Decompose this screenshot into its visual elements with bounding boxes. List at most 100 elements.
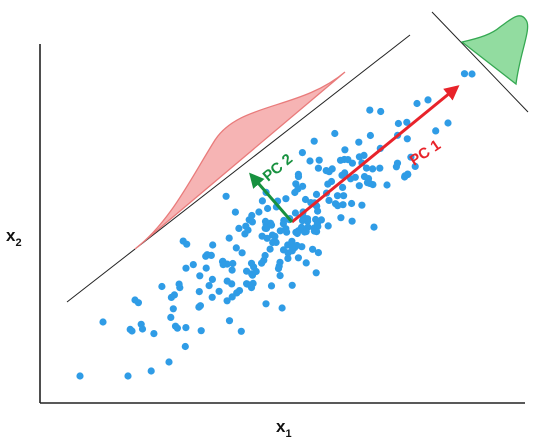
scatter-point xyxy=(263,234,271,242)
scatter-point xyxy=(247,259,256,267)
scatter-point xyxy=(348,159,356,167)
scatter-point xyxy=(324,222,332,230)
scatter-point xyxy=(370,223,378,231)
scatter-point xyxy=(366,131,374,140)
scatter-point xyxy=(248,211,256,220)
scatter-point xyxy=(267,282,276,290)
scatter-point xyxy=(348,217,356,225)
scatter-point xyxy=(252,267,260,276)
pc2-density-curve xyxy=(460,15,529,86)
scatter-point xyxy=(258,259,266,267)
scatter-point xyxy=(298,149,306,157)
scatter-point xyxy=(223,277,231,285)
scatter-point xyxy=(147,367,155,375)
scatter-point xyxy=(225,234,233,242)
scatter-point xyxy=(377,107,385,116)
scatter-point xyxy=(339,201,347,209)
scatter-point xyxy=(165,358,173,366)
scatter-point xyxy=(182,324,190,332)
scatter-point xyxy=(282,195,290,203)
scatter-point xyxy=(288,281,296,289)
scatter-point xyxy=(369,165,377,173)
scatter-point xyxy=(262,300,270,308)
scatter-point xyxy=(309,245,317,253)
scatter-point xyxy=(179,237,187,245)
scatter-point xyxy=(355,182,363,190)
scatter-point xyxy=(444,119,452,127)
scatter-point xyxy=(394,119,402,128)
scatter-point xyxy=(137,320,145,328)
scatter-point xyxy=(314,249,322,257)
scatter-point xyxy=(266,245,274,253)
scatter-point xyxy=(294,173,303,181)
scatter-point xyxy=(358,201,366,209)
scatter-point xyxy=(76,372,84,380)
scatter-point xyxy=(272,238,280,246)
scatter-point xyxy=(274,265,283,273)
scatter-point xyxy=(255,208,263,216)
scatter-point xyxy=(248,218,256,226)
scatter-point xyxy=(182,264,190,272)
scatter-point xyxy=(158,282,166,291)
scatter-point xyxy=(219,261,227,269)
scatter-point xyxy=(383,181,391,189)
scatter-point xyxy=(315,156,323,164)
scatter-point xyxy=(262,224,270,232)
scatter-point xyxy=(310,227,318,235)
scatter-point xyxy=(302,228,310,236)
scatter-point xyxy=(407,153,415,161)
scatter-point xyxy=(291,209,299,217)
scatter-point xyxy=(324,180,332,188)
pc2-label: PC 2 xyxy=(260,151,296,185)
scatter-point xyxy=(271,232,279,240)
scatter-point xyxy=(339,183,347,191)
scatter-point xyxy=(169,305,177,313)
scatter-point xyxy=(413,99,421,108)
pc1-label: PC 1 xyxy=(407,137,444,170)
scatter-point xyxy=(401,173,409,181)
scatter-point xyxy=(243,267,251,275)
scatter-point xyxy=(288,243,296,251)
x-axis-label: x1 xyxy=(276,417,292,440)
scatter-point xyxy=(312,269,320,277)
scatter-point xyxy=(312,190,321,198)
scatter-point xyxy=(284,249,292,257)
scatter-point xyxy=(337,214,345,222)
scatter-point xyxy=(363,179,372,187)
scatter-point xyxy=(173,324,181,332)
scatter-point xyxy=(215,287,223,295)
scatter-point xyxy=(306,157,314,165)
scatter-point xyxy=(231,208,239,216)
scatter-point xyxy=(203,251,211,259)
scatter-point xyxy=(238,249,246,257)
scatter-point xyxy=(150,330,158,338)
scatter-point xyxy=(460,70,469,78)
scatter-point xyxy=(276,227,284,235)
scatter-point xyxy=(244,226,252,234)
scatter-point xyxy=(341,169,349,177)
scatter-point xyxy=(205,282,213,290)
scatter-point xyxy=(196,302,204,310)
svg-text:x2: x2 xyxy=(6,226,22,249)
scatter-point xyxy=(432,127,440,135)
scatter-point xyxy=(124,372,132,380)
scatter-point xyxy=(128,327,136,335)
scatter-point xyxy=(360,173,369,181)
scatter-point xyxy=(167,313,175,321)
y-axis-label: x2 xyxy=(6,226,22,249)
pc2-projection-line xyxy=(431,11,529,113)
scatter-point xyxy=(189,261,197,269)
scatter-point xyxy=(197,327,205,335)
scatter-point xyxy=(235,224,243,232)
scatter-point xyxy=(351,173,359,181)
pc2-arrow xyxy=(249,172,294,223)
scatter-point xyxy=(424,96,432,104)
scatter-point xyxy=(376,164,384,172)
scatter-point xyxy=(301,195,310,204)
scatter-point xyxy=(299,182,307,190)
scatter-point xyxy=(298,217,307,225)
scatter-point xyxy=(302,259,310,267)
pc1-arrow xyxy=(291,85,460,224)
scatter-point xyxy=(258,197,266,205)
scatter-point xyxy=(284,254,292,262)
